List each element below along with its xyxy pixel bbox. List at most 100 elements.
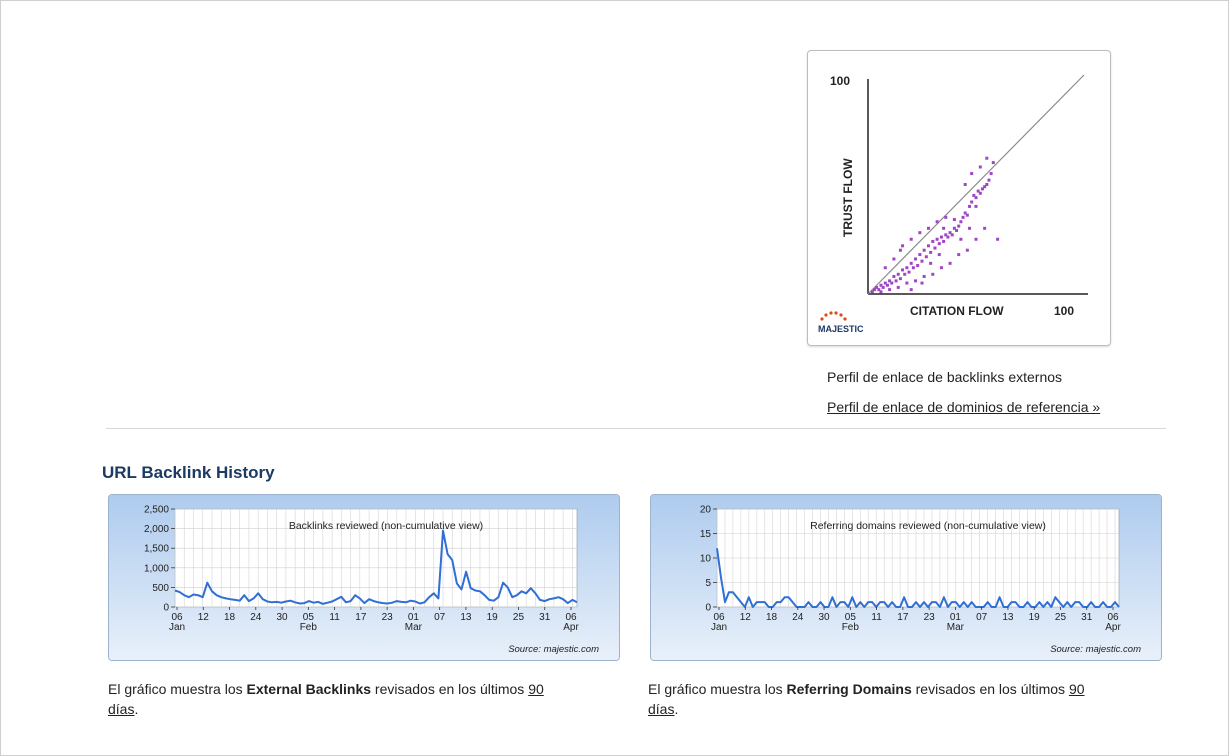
scatter-point [888, 279, 892, 283]
section-divider [106, 428, 1166, 429]
y-tick-label: 20 [700, 505, 712, 516]
month-label: Apr [563, 622, 579, 633]
scatter-point [978, 191, 982, 195]
scatter-point [965, 248, 969, 252]
scatter-point [959, 237, 963, 241]
scatter-point [987, 178, 991, 182]
scatter-point [968, 226, 972, 230]
scatter-point [933, 246, 937, 250]
desc-bold: Referring Domains [786, 681, 912, 697]
scatter-point [983, 185, 987, 189]
section-title: URL Backlink History [102, 463, 275, 482]
scatter-point [922, 248, 926, 252]
desc-end: . [674, 701, 679, 717]
scatter-point [929, 250, 933, 254]
scatter-point [946, 235, 950, 239]
scatter-point [952, 226, 956, 230]
scatter-point [892, 274, 896, 278]
desc-prefix: El gráfico muestra los [648, 681, 787, 697]
scatter-point [974, 237, 978, 241]
x-axis-label: CITATION FLOW [910, 304, 1004, 318]
x-tick-label: 17 [355, 612, 367, 623]
y-tick-label: 500 [152, 583, 169, 594]
x-tick-label: 13 [460, 612, 472, 623]
scatter-point [898, 277, 902, 281]
scatter-point [901, 244, 905, 248]
scatter-point [881, 285, 885, 289]
scatter-point [920, 259, 924, 263]
x-tick-label: 07 [434, 612, 446, 623]
month-label: Jan [711, 622, 727, 633]
scatter-point [970, 172, 974, 176]
scatter-point [935, 237, 939, 241]
month-label: Jan [169, 622, 185, 633]
scatter-point [985, 156, 989, 160]
scatter-point [896, 272, 900, 276]
y-tick-label: 2,000 [144, 524, 169, 535]
scatter-point [916, 264, 920, 268]
scatter-point [939, 235, 943, 239]
scatter-point [890, 281, 894, 285]
x-tick-label: 18 [766, 612, 778, 623]
days-link[interactable]: 90 [1068, 681, 1085, 697]
days-link[interactable]: 90 [528, 681, 544, 697]
chart-title: Backlinks reviewed (non-cumulative view) [289, 520, 483, 532]
scatter-point [879, 283, 883, 287]
x-tick-label: 19 [487, 612, 499, 623]
days-word-link[interactable]: días [108, 701, 135, 717]
scatter-point [883, 266, 887, 270]
scatter-point [957, 224, 961, 228]
scatter-point [991, 161, 995, 165]
y-tick-label: 5 [705, 578, 711, 589]
x-tick-label: 18 [224, 612, 236, 623]
x-tick-label: 25 [1055, 612, 1067, 623]
desc-end: . [134, 701, 139, 717]
backlinks-history-chart: 2,500 2,000 1,500 1,000 500 0 Backlinks review… [108, 494, 620, 661]
scatter-point [965, 213, 969, 217]
chart-title: Referring domains reviewed (non-cumulati… [810, 520, 1046, 532]
scatter-point [901, 268, 905, 272]
x-tick-label: 01 [408, 612, 420, 623]
scatter-point [924, 255, 928, 259]
x-tick-label: 25 [513, 612, 525, 623]
scatter-point [931, 239, 935, 243]
scatter-point [944, 233, 948, 237]
scatter-point [892, 257, 896, 261]
y-max-tick-label: 100 [830, 74, 850, 88]
scatter-point [976, 189, 980, 193]
scatter-point [996, 237, 1000, 241]
flow-caption: Perfil de enlace de backlinks externos [827, 369, 1063, 385]
days-word-link[interactable]: días [648, 701, 675, 717]
x-tick-label: 11 [329, 612, 340, 623]
scatter-point [909, 237, 913, 241]
scatter-point [980, 187, 984, 191]
scatter-point [926, 244, 930, 248]
y-tick-label: 1,000 [144, 563, 169, 574]
scatter-point [931, 272, 935, 276]
referring-domains-history-chart: 20 15 10 5 0 Referring domains reviewed (non-… [650, 494, 1162, 661]
scatter-point [950, 233, 954, 237]
scatter-point [983, 226, 987, 230]
scatter-point [883, 281, 887, 285]
scatter-point [870, 290, 874, 294]
month-label: Apr [1105, 622, 1121, 633]
x-tick-label: 31 [1081, 612, 1093, 623]
scatter-point [896, 285, 900, 289]
scatter-point [907, 270, 911, 274]
scatter-point [872, 288, 876, 292]
desc-middle: revisados en los últimos [371, 681, 529, 697]
flow-metrics-chart: 100 100 CITATION FLOW TRUST FLOW MAJESTI… [807, 50, 1111, 346]
x-tick-label: 11 [871, 612, 882, 623]
y-tick-label: 2,500 [144, 505, 169, 516]
backlinks-description: El gráfico muestra los External Backlink… [108, 679, 628, 719]
month-label: Feb [300, 622, 318, 633]
scatter-point [963, 211, 967, 215]
scatter-point [942, 239, 946, 243]
y-tick-label: 0 [705, 603, 711, 614]
referring-domains-profile-link[interactable]: Perfil de enlace de dominios de referenc… [827, 399, 1101, 415]
scatter-point [978, 165, 982, 169]
x-tick-label: 30 [277, 612, 289, 623]
x-tick-label: 12 [740, 612, 752, 623]
chart-source: Source: majestic.com [1050, 644, 1141, 655]
scatter-point [914, 279, 918, 283]
